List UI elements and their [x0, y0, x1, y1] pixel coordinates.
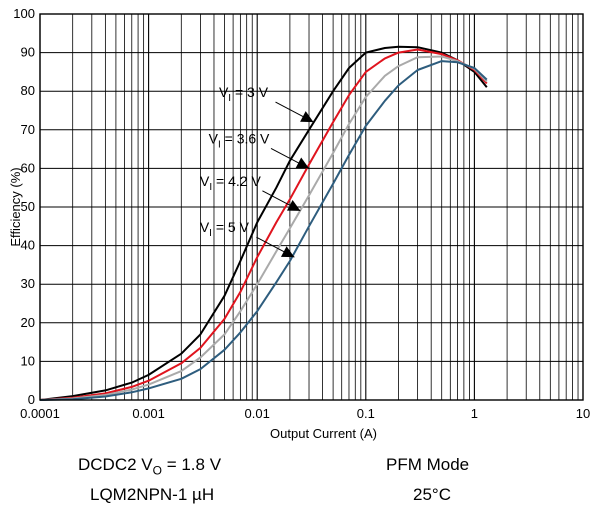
axis-ticks: 0.0001 0.001 0.01 0.1 1 100102030405060708090… — [13, 6, 590, 421]
series-line-2 — [39, 55, 488, 401]
annotation-arrowhead-0 — [300, 111, 314, 123]
x-tick-label: 10 — [576, 406, 590, 421]
caption-mode: PFM Mode — [386, 455, 470, 474]
caption-converter: DCDC2 VO = 1.8 V — [78, 455, 222, 478]
chart-series-group — [39, 45, 488, 401]
y-axis-label: Efficiency (%) — [8, 167, 23, 246]
x-tick-label: 0.001 — [132, 406, 165, 421]
series-line-1 — [39, 48, 488, 401]
series-label-2: VI = 4.2 V — [200, 173, 261, 193]
y-tick-label: 20 — [21, 315, 35, 330]
caption-temperature: 25°C — [413, 485, 451, 504]
chart-grid — [39, 13, 583, 401]
annotation-arrowhead-1 — [295, 157, 310, 169]
x-axis-label: Output Current (A) — [270, 426, 377, 441]
x-tick-label: 1 — [471, 406, 478, 421]
series-line-3 — [39, 60, 488, 401]
y-tick-label: 40 — [21, 238, 35, 253]
y-tick-label: 100 — [13, 6, 35, 21]
series-annotations: VI = 3 V VI = 3.6 V VI = 4.2 V VI = 5 V — [200, 84, 314, 258]
y-tick-label: 10 — [21, 353, 35, 368]
y-tick-label: 30 — [21, 276, 35, 291]
annotation-arrowhead-3 — [280, 246, 295, 258]
y-tick-label: 60 — [21, 160, 35, 175]
x-tick-label: 0.1 — [357, 406, 375, 421]
series-label-1: VI = 3.6 V — [209, 130, 270, 150]
x-tick-label: 0.0001 — [20, 406, 60, 421]
y-tick-label: 0 — [28, 392, 35, 407]
y-tick-label: 70 — [21, 122, 35, 137]
plot-frame — [39, 13, 584, 401]
y-tick-label: 50 — [21, 199, 35, 214]
plot-border — [39, 13, 584, 401]
series-label-0: VI = 3 V — [219, 84, 269, 104]
series-label-3: VI = 5 V — [200, 219, 250, 239]
annotation-arrowhead-2 — [287, 199, 301, 211]
series-line-0 — [39, 45, 488, 401]
caption-inductor: LQM2NPN-1 µH — [90, 485, 215, 504]
y-tick-label: 90 — [21, 45, 35, 60]
x-tick-label: 0.01 — [245, 406, 270, 421]
y-tick-label: 80 — [21, 83, 35, 98]
